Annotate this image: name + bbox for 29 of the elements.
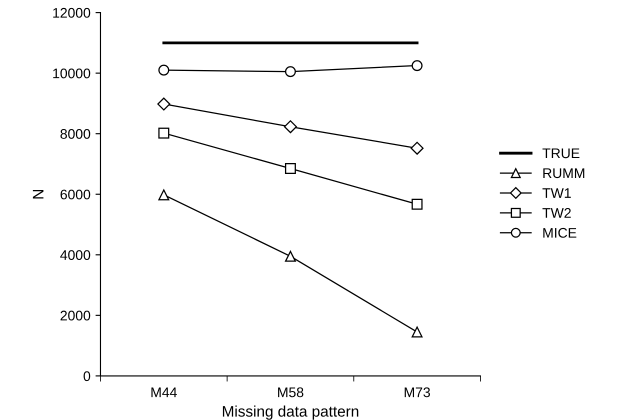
point xyxy=(157,98,170,111)
point xyxy=(284,66,296,78)
legend-label: TRUE xyxy=(542,148,580,158)
y-tick-label: 2000 xyxy=(60,310,90,321)
point xyxy=(410,142,424,155)
point xyxy=(284,163,296,174)
legend-label: TW2 xyxy=(542,208,571,218)
point xyxy=(284,120,297,134)
point xyxy=(412,326,423,338)
x-tick-label: M73 xyxy=(404,387,430,398)
x-tick-label: M44 xyxy=(151,388,177,398)
legend-label: MICE xyxy=(543,228,576,238)
point xyxy=(158,64,170,76)
x-axis-title: Missing data pattern xyxy=(222,406,358,420)
point xyxy=(158,128,170,139)
point xyxy=(412,60,423,72)
x-tick-label: M58 xyxy=(278,387,304,398)
y-tick-label: 10000 xyxy=(53,68,90,78)
legend-label: RUMM xyxy=(543,168,584,178)
legend-label: TW1 xyxy=(542,188,571,198)
point xyxy=(412,198,423,210)
y-tick-label: 4000 xyxy=(60,250,90,260)
point xyxy=(284,250,296,262)
y-tick-label: 12000 xyxy=(53,8,90,18)
y-axis-title: N xyxy=(32,190,44,199)
y-tick-label: 8000 xyxy=(60,129,90,139)
y-tick-label: 0 xyxy=(84,371,90,382)
point xyxy=(158,189,170,200)
y-tick-label: 6000 xyxy=(60,190,90,200)
